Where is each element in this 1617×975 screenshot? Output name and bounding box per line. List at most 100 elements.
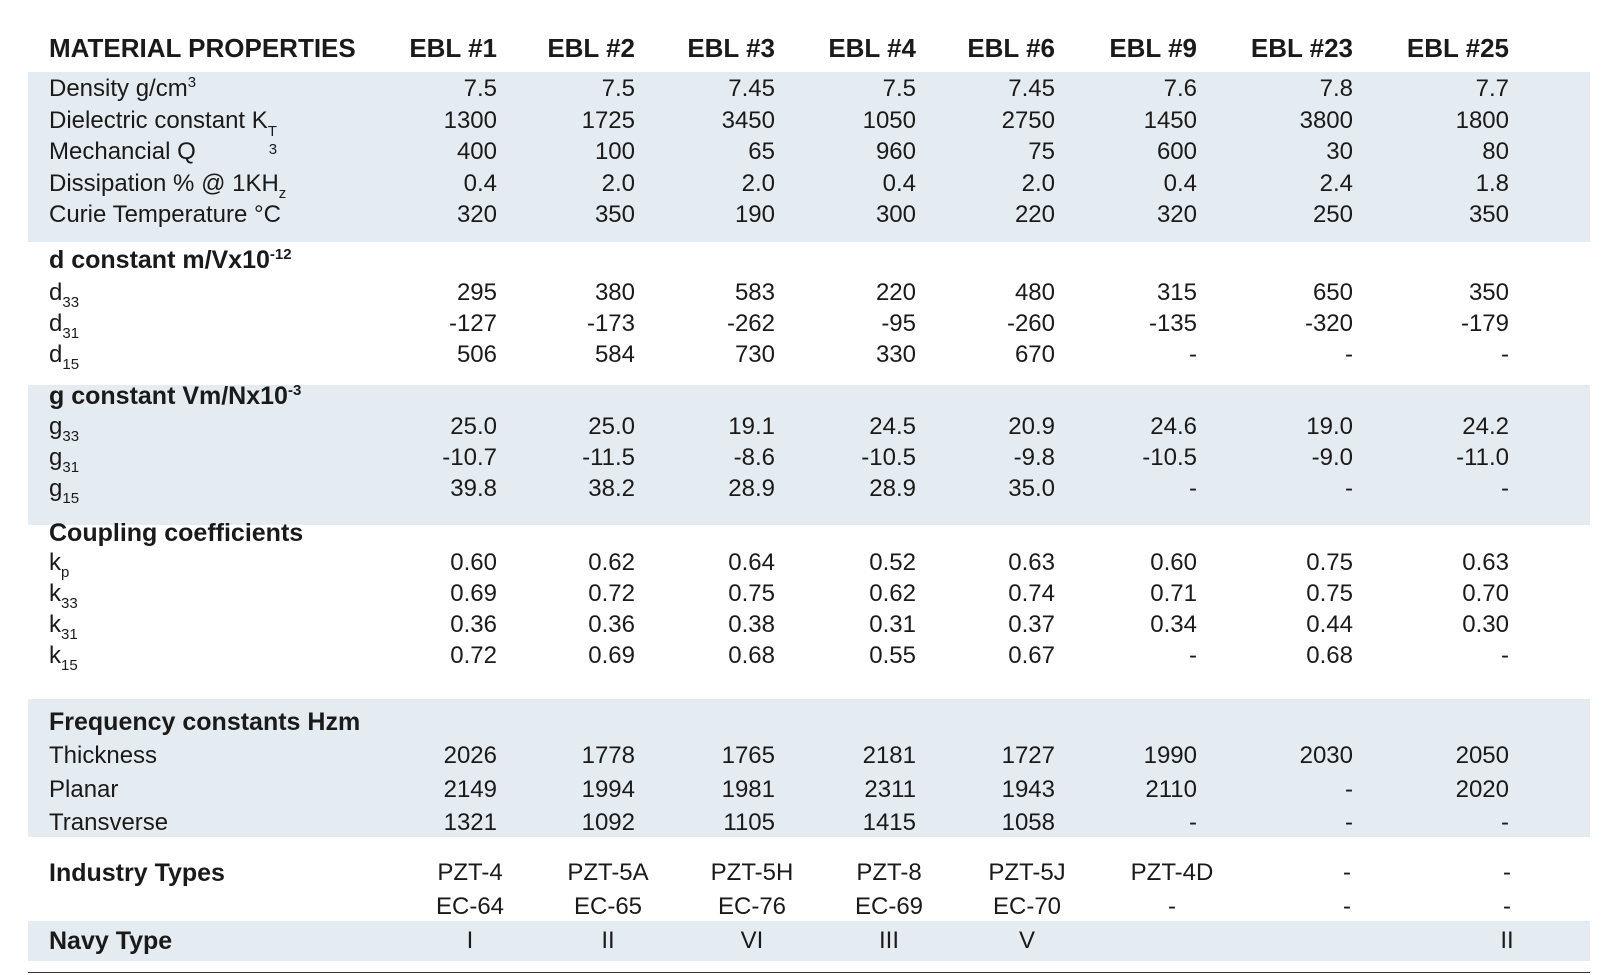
cell-col-3: 65 — [748, 138, 775, 165]
cell-col-2: -173 — [586, 310, 635, 337]
transverse-row: Transverse 1321 1092 1105 1415 1058 - - - — [0, 806, 1617, 840]
d-constant-header: d constant m/Vx10-12 — [0, 243, 1617, 277]
cell-col-6: - — [1189, 642, 1197, 669]
cell-col-6: 0.60 — [1150, 549, 1197, 576]
cell-col-8: 350 — [1468, 201, 1509, 228]
cell-col-2: 38.2 — [588, 475, 635, 502]
cell-col-6: -10.5 — [1142, 444, 1197, 471]
cell-col-7: - — [1345, 809, 1353, 836]
cell-col-3: 19.1 — [728, 413, 775, 440]
cell-col-4: 0.62 — [869, 580, 916, 607]
cell-col-8: 1800 — [1455, 107, 1509, 134]
cell-col-4: 1415 — [862, 809, 916, 836]
cell-col-3: 0.38 — [728, 611, 775, 638]
cell-col-1: 506 — [456, 341, 497, 368]
cell-col-6: 600 — [1156, 138, 1197, 165]
cell-col-6: -135 — [1148, 310, 1197, 337]
cell-col-4: 28.9 — [869, 475, 916, 502]
cell-col-6: 7.6 — [1163, 75, 1197, 102]
cell-col-8: 0.30 — [1462, 611, 1509, 638]
thickness-row: Thickness 2026 1778 1765 2181 1727 1990 2030 20… — [0, 739, 1617, 773]
cell-col-1: 39.8 — [450, 475, 497, 502]
cell-col-6: - — [1189, 809, 1197, 836]
cell-col-1: 0.36 — [450, 611, 497, 638]
cell-col-2: 380 — [594, 279, 635, 306]
cell-col-3: EC-76 — [717, 893, 787, 920]
cell-col-7: - — [1345, 475, 1353, 502]
cell-col-8: 0.63 — [1462, 549, 1509, 576]
cell-col-4: 0.52 — [869, 549, 916, 576]
cell-col-5: 2.0 — [1021, 170, 1055, 197]
section-title: Frequency constants Hzm — [49, 708, 361, 736]
cell-col-4: 0.55 — [869, 642, 916, 669]
cell-col-6: 24.6 — [1150, 413, 1197, 440]
cell-col-2: 1994 — [581, 776, 635, 803]
cell-col-4: EC-69 — [854, 893, 924, 920]
cell-col-5: V — [1018, 927, 1035, 954]
cell-col-7: 0.68 — [1306, 642, 1353, 669]
cell-col-6: 315 — [1156, 279, 1197, 306]
cell-col-8: - — [1501, 341, 1509, 368]
cell-col-1: 320 — [456, 201, 497, 228]
cell-col-2: 2.0 — [601, 170, 635, 197]
row-label: d33 — [49, 279, 80, 311]
row-label: Mechancial Q — [49, 138, 196, 165]
cell-col-1: 1321 — [443, 809, 497, 836]
row-label: Dissipation % @ 1KHz — [49, 170, 287, 202]
k31-row: k31 0.36 0.36 0.38 0.31 0.37 0.34 0.44 0.30 — [0, 608, 1617, 642]
band-navy — [28, 921, 1590, 961]
cell-col-4: EBL #4 — [828, 33, 916, 63]
cell-col-5: 670 — [1014, 341, 1055, 368]
cell-col-8: 7.7 — [1475, 75, 1509, 102]
cell-col-5: 35.0 — [1008, 475, 1055, 502]
cell-col-4: 2311 — [864, 776, 916, 803]
section-title: Industry Types — [49, 859, 225, 887]
cell-col-5: 1058 — [1001, 809, 1055, 836]
cell-col-8: 2050 — [1455, 742, 1509, 769]
cell-col-4: 2181 — [862, 742, 916, 769]
cell-col-3: 1105 — [723, 809, 775, 836]
cell-col-5: 75 — [1028, 138, 1055, 165]
cell-col-7: 250 — [1312, 201, 1353, 228]
cell-col-1: PZT-4 — [437, 859, 503, 886]
cell-col-5: 1727 — [1001, 742, 1055, 769]
cell-col-7: - — [1343, 859, 1351, 886]
cell-col-3: 1765 — [721, 742, 775, 769]
mechanical-q-row: Mechancial Q 400 100 65 960 75 600 30 80 — [0, 135, 1617, 169]
cell-col-5: 2750 — [1001, 107, 1055, 134]
cell-col-1: 295 — [456, 279, 497, 306]
cell-col-1: 25.0 — [450, 413, 497, 440]
industry-row-1: Industry Types PZT-4 PZT-5A PZT-5H PZT-8 PZT… — [0, 856, 1617, 890]
cell-col-2: 0.72 — [588, 580, 635, 607]
cell-col-8: - — [1503, 859, 1511, 886]
cell-col-1: EBL #1 — [409, 33, 497, 63]
cell-col-7: 650 — [1312, 279, 1353, 306]
cell-col-6: 0.4 — [1163, 170, 1197, 197]
band-g-constant — [28, 385, 1590, 525]
cell-col-3: 730 — [734, 341, 775, 368]
cell-col-6: - — [1168, 893, 1176, 920]
cell-col-2: EC-65 — [573, 893, 643, 920]
cell-col-5: 0.63 — [1008, 549, 1055, 576]
cell-col-3: 0.64 — [728, 549, 775, 576]
cell-col-8: EBL #25 — [1406, 33, 1509, 63]
cell-col-2: II — [601, 927, 615, 954]
industry-row-2: EC-64 EC-65 EC-76 EC-69 EC-70 - - - — [0, 890, 1617, 924]
cell-col-2: 584 — [594, 341, 635, 368]
cell-col-8: II — [1500, 927, 1514, 954]
row-label: d15 — [49, 341, 80, 373]
cell-col-2: 1778 — [581, 742, 635, 769]
cell-col-6: 1450 — [1143, 107, 1197, 134]
cell-col-2: 1092 — [581, 809, 635, 836]
cell-col-3: VI — [740, 927, 764, 954]
row-label: k31 — [49, 611, 78, 643]
d31-row: d31 -127 -173 -262 -95 -260 -135 -320 -179 — [0, 307, 1617, 341]
kp-row: kp 0.60 0.62 0.64 0.52 0.63 0.60 0.75 0.63 — [0, 546, 1617, 580]
cell-col-2: 350 — [594, 201, 635, 228]
g33-row: g33 25.0 25.0 19.1 24.5 20.9 24.6 19.0 24.2 — [0, 410, 1617, 444]
cell-col-7: 0.75 — [1306, 549, 1353, 576]
row-label: Planar — [49, 776, 119, 803]
cell-col-4: PZT-8 — [856, 859, 922, 886]
header-row: MATERIAL PROPERTIES EBL #1 EBL #2 EBL #3 EB… — [0, 31, 1617, 65]
